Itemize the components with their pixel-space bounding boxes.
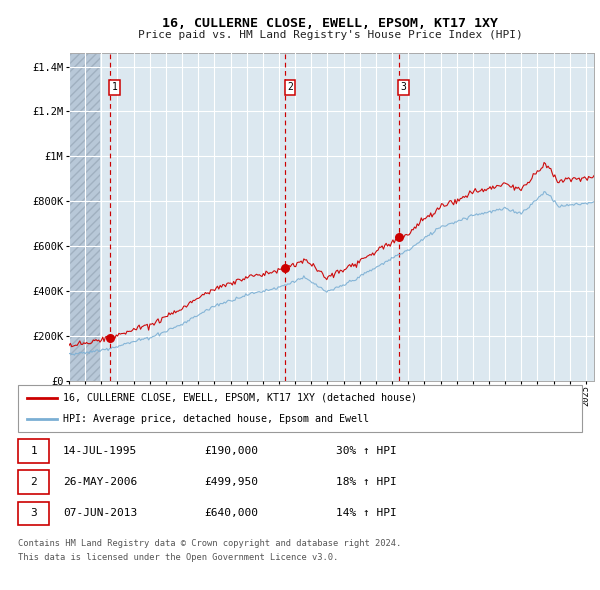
Text: 2: 2 <box>30 477 37 487</box>
Text: 07-JUN-2013: 07-JUN-2013 <box>63 509 137 518</box>
Text: Price paid vs. HM Land Registry's House Price Index (HPI): Price paid vs. HM Land Registry's House … <box>137 30 523 40</box>
Text: 1: 1 <box>30 446 37 455</box>
Text: £190,000: £190,000 <box>204 446 258 455</box>
Text: HPI: Average price, detached house, Epsom and Ewell: HPI: Average price, detached house, Epso… <box>63 414 369 424</box>
Bar <box>69 53 100 381</box>
Text: Contains HM Land Registry data © Crown copyright and database right 2024.: Contains HM Land Registry data © Crown c… <box>18 539 401 548</box>
Text: 14% ↑ HPI: 14% ↑ HPI <box>336 509 397 518</box>
Text: 16, CULLERNE CLOSE, EWELL, EPSOM, KT17 1XY (detached house): 16, CULLERNE CLOSE, EWELL, EPSOM, KT17 1… <box>63 393 417 403</box>
Text: This data is licensed under the Open Government Licence v3.0.: This data is licensed under the Open Gov… <box>18 553 338 562</box>
Text: 30% ↑ HPI: 30% ↑ HPI <box>336 446 397 455</box>
Text: 16, CULLERNE CLOSE, EWELL, EPSOM, KT17 1XY: 16, CULLERNE CLOSE, EWELL, EPSOM, KT17 1… <box>162 17 498 30</box>
Text: 2: 2 <box>287 83 293 93</box>
Text: £640,000: £640,000 <box>204 509 258 518</box>
Text: 26-MAY-2006: 26-MAY-2006 <box>63 477 137 487</box>
Text: £499,950: £499,950 <box>204 477 258 487</box>
Text: 1: 1 <box>112 83 118 93</box>
Text: 14-JUL-1995: 14-JUL-1995 <box>63 446 137 455</box>
Text: 18% ↑ HPI: 18% ↑ HPI <box>336 477 397 487</box>
Text: 3: 3 <box>401 83 407 93</box>
Text: 3: 3 <box>30 509 37 518</box>
